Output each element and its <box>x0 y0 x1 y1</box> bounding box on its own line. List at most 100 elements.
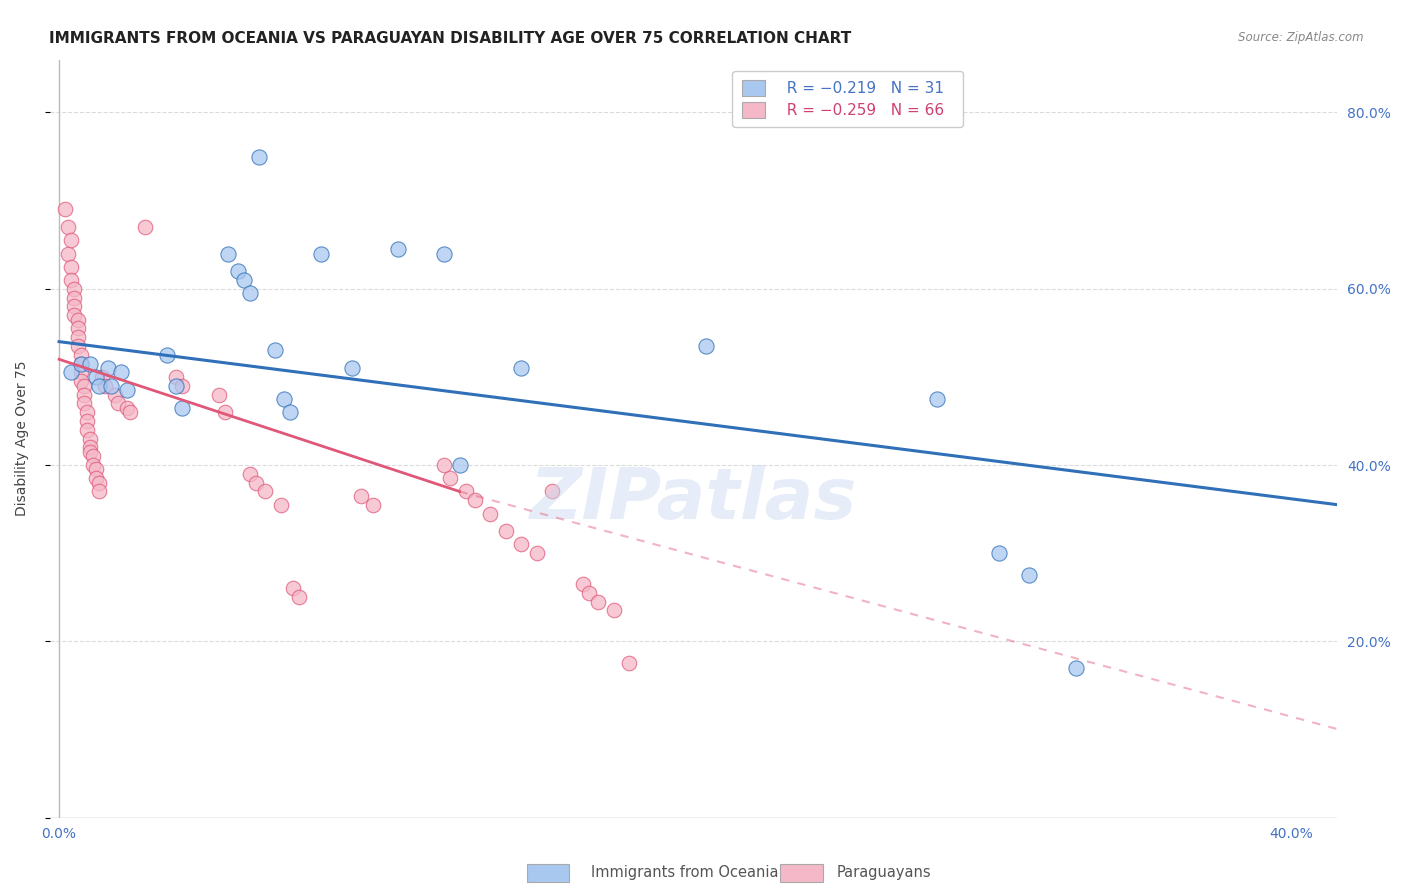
Point <box>340 361 363 376</box>
Point <box>510 537 533 551</box>
Point <box>63 308 86 322</box>
Point <box>69 357 91 371</box>
Text: IMMIGRANTS FROM OCEANIA VS PARAGUAYAN DISABILITY AGE OVER 75 CORRELATION CHART: IMMIGRANTS FROM OCEANIA VS PARAGUAYAN DI… <box>49 31 852 46</box>
Point <box>439 471 461 485</box>
Point <box>208 387 231 401</box>
Point <box>454 484 477 499</box>
Point <box>53 202 76 217</box>
Point <box>571 577 593 591</box>
Point <box>309 246 332 260</box>
Point <box>495 524 517 538</box>
Point <box>602 603 624 617</box>
Point <box>165 378 187 392</box>
Point <box>66 339 89 353</box>
Point <box>578 586 600 600</box>
Point <box>464 493 486 508</box>
Text: ZIPatlas: ZIPatlas <box>530 465 858 533</box>
Point <box>79 432 101 446</box>
Point <box>586 595 609 609</box>
Point <box>82 449 104 463</box>
Point <box>58 246 80 260</box>
Point <box>66 330 89 344</box>
Point <box>263 343 285 358</box>
Point <box>350 489 373 503</box>
Point <box>247 150 270 164</box>
Point <box>273 392 295 406</box>
Point <box>433 458 456 472</box>
Point <box>63 282 86 296</box>
Point <box>87 484 110 499</box>
Point <box>387 242 409 256</box>
Y-axis label: Disability Age Over 75: Disability Age Over 75 <box>15 361 30 516</box>
Point <box>987 546 1010 560</box>
Point <box>76 414 98 428</box>
Point <box>60 260 83 274</box>
Point <box>84 370 107 384</box>
Text: Source: ZipAtlas.com: Source: ZipAtlas.com <box>1239 31 1364 45</box>
Point <box>87 378 110 392</box>
Point <box>232 273 254 287</box>
Point <box>541 484 564 499</box>
Legend:   R = −0.219   N = 31  ,   R = −0.259   N = 66  : R = −0.219 N = 31 , R = −0.259 N = 66 <box>733 71 963 128</box>
Point <box>73 396 96 410</box>
Point <box>58 220 80 235</box>
Point <box>82 458 104 472</box>
Text: Paraguayans: Paraguayans <box>837 865 931 880</box>
Point <box>433 246 456 260</box>
Point <box>87 475 110 490</box>
Point <box>510 361 533 376</box>
Point <box>283 582 305 596</box>
Point <box>695 339 717 353</box>
Point <box>94 378 117 392</box>
Point <box>84 471 107 485</box>
Point <box>115 383 138 397</box>
Point <box>526 546 548 560</box>
Text: Immigrants from Oceania: Immigrants from Oceania <box>591 865 778 880</box>
Point <box>76 405 98 419</box>
Point <box>479 507 502 521</box>
Point <box>172 401 194 415</box>
Point <box>60 273 83 287</box>
Point <box>110 366 132 380</box>
Point <box>172 378 194 392</box>
Point <box>118 405 141 419</box>
Point <box>97 361 120 376</box>
Point <box>115 401 138 415</box>
Point <box>69 348 91 362</box>
Point <box>1064 661 1087 675</box>
Point <box>100 378 122 392</box>
Point <box>254 484 277 499</box>
Point <box>63 291 86 305</box>
Point <box>165 370 187 384</box>
Point <box>239 286 262 301</box>
Point <box>134 220 156 235</box>
Point <box>60 233 83 247</box>
Point <box>79 445 101 459</box>
Point <box>156 348 179 362</box>
Point <box>63 299 86 313</box>
Point <box>66 321 89 335</box>
Point <box>1018 568 1040 582</box>
Point <box>69 366 91 380</box>
Point <box>66 312 89 326</box>
Point <box>79 441 101 455</box>
Point <box>73 378 96 392</box>
Point <box>84 462 107 476</box>
Point <box>107 396 129 410</box>
Point <box>60 366 83 380</box>
Point <box>239 467 262 481</box>
Point <box>226 264 249 278</box>
Point <box>218 246 240 260</box>
Point <box>79 357 101 371</box>
Point <box>617 657 640 671</box>
Point <box>270 498 292 512</box>
Point <box>278 405 301 419</box>
Point <box>91 370 114 384</box>
Point <box>103 387 125 401</box>
Point <box>288 591 311 605</box>
Point <box>245 475 267 490</box>
Point <box>925 392 948 406</box>
Point <box>69 357 91 371</box>
Point <box>361 498 384 512</box>
Point <box>69 374 91 388</box>
